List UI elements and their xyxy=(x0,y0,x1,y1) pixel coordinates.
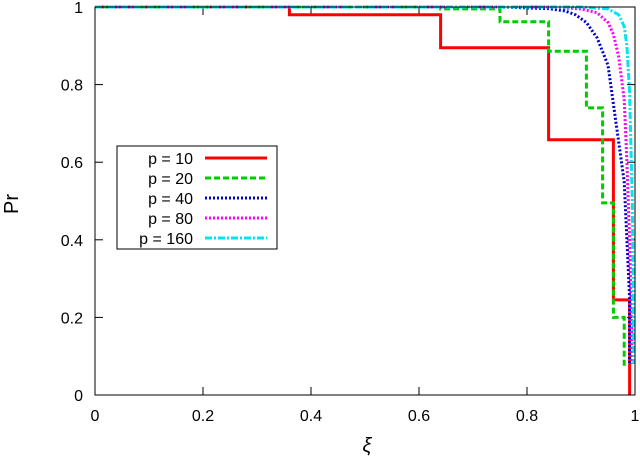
legend-label: p = 80 xyxy=(148,211,193,228)
y-tick-label: 0.8 xyxy=(61,78,83,95)
x-tick-label: 0.4 xyxy=(300,408,322,425)
y-tick-label: 0.4 xyxy=(61,233,83,250)
legend: p = 10 p = 20 p = 40 p = 80 p = 160 xyxy=(116,145,278,250)
series-line-p-20 xyxy=(95,5,626,368)
y-axis-label: Pr xyxy=(1,194,23,214)
legend-label: p = 10 xyxy=(148,151,193,168)
x-tick-label: 0.8 xyxy=(516,408,538,425)
series-line-p-10 xyxy=(95,5,632,395)
x-tick-label: 0.6 xyxy=(408,408,430,425)
x-tick-label: 1 xyxy=(631,408,640,425)
series-line-p-160 xyxy=(95,5,636,365)
x-tick-label: 0 xyxy=(91,408,100,425)
y-tick-label: 1 xyxy=(74,0,83,17)
y-tick-label: 0.6 xyxy=(61,155,83,172)
y-tick-label: 0.2 xyxy=(61,310,83,327)
legend-label: p = 160 xyxy=(139,231,193,248)
series-layer xyxy=(95,5,636,395)
legend-label: p = 40 xyxy=(148,191,193,208)
series-line-p-80 xyxy=(95,5,634,365)
plot-frame xyxy=(94,6,636,396)
x-axis-label: ξ xyxy=(363,435,373,457)
x-tick-label: 0.2 xyxy=(192,408,214,425)
y-tick-label: 0 xyxy=(74,388,83,405)
legend-label: p = 20 xyxy=(148,171,193,188)
